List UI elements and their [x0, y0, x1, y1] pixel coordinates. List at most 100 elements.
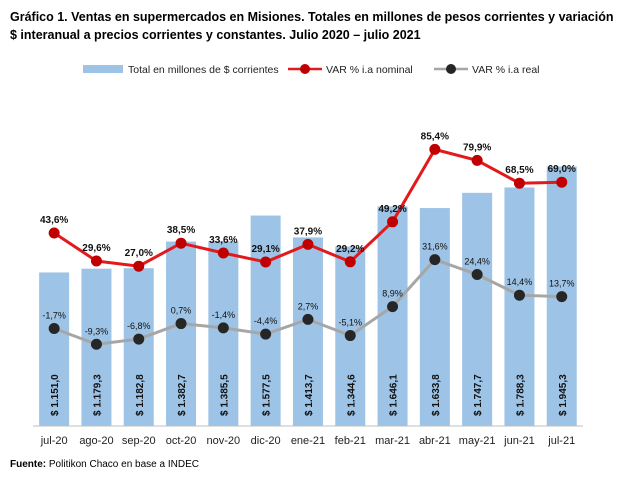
point-nominal-feb-21 [344, 256, 356, 268]
chart-title: Gráfico 1. Ventas en supermercados en Mi… [10, 10, 614, 42]
x-tick-label-jul-21: jul-21 [547, 435, 575, 447]
bar-value-label-feb-21: $ 1.344,6 [346, 374, 357, 416]
point-nominal-ene-21 [302, 238, 314, 250]
bar-value-label-oct-20: $ 1.382,7 [177, 374, 188, 416]
data-label-real-dic-20: -4,4% [254, 316, 278, 326]
point-nominal-dic-20 [260, 256, 272, 268]
point-real-abr-21 [429, 254, 441, 266]
data-label-nominal-jul-20: 43,6% [40, 215, 68, 226]
x-tick-label-may-21: may-21 [459, 435, 496, 447]
legend-marker-nominal [300, 64, 310, 74]
data-label-nominal-may-21: 79,9% [463, 142, 491, 153]
data-label-nominal-nov-20: 33,6% [209, 235, 237, 246]
x-tick-label-nov-20: nov-20 [207, 435, 241, 447]
data-label-nominal-feb-21: 29,2% [336, 244, 364, 255]
data-label-nominal-jun-21: 68,5% [505, 165, 533, 176]
bar-value-label-may-21: $ 1.747,7 [473, 374, 484, 416]
bar-abr-21 [419, 208, 450, 426]
bar-value-label-mar-21: $ 1.646,1 [389, 374, 400, 416]
data-label-real-jun-21: 14,4% [507, 277, 533, 287]
point-real-feb-21 [344, 330, 356, 342]
data-label-real-sep-20: -6,8% [127, 321, 151, 331]
bar-dic-20 [250, 215, 281, 426]
bar-value-label-nov-20: $ 1.385,5 [219, 374, 230, 416]
legend-label-real: VAR % i.a real [472, 64, 540, 76]
bar-value-label-sep-20: $ 1.182,8 [135, 374, 146, 416]
x-tick-label-ago-20: ago-20 [79, 435, 113, 447]
data-label-nominal-oct-20: 38,5% [167, 225, 195, 236]
point-real-jul-21 [556, 291, 568, 303]
data-label-real-abr-21: 31,6% [422, 242, 448, 252]
bar-sep-20 [123, 268, 154, 426]
point-real-oct-20 [175, 318, 187, 330]
x-tick-label-mar-21: mar-21 [375, 435, 410, 447]
data-label-nominal-ene-21: 37,9% [294, 226, 322, 237]
x-tick-label-sep-20: sep-20 [122, 435, 156, 447]
point-nominal-oct-20 [175, 237, 187, 249]
x-tick-label-feb-21: feb-21 [335, 435, 366, 447]
source-text: Politikon Chaco en base a INDEC [48, 459, 199, 470]
point-nominal-may-21 [471, 154, 483, 166]
point-nominal-nov-20 [217, 247, 229, 259]
bar-ene-21 [292, 237, 323, 426]
data-label-nominal-jul-21: 69,0% [548, 164, 576, 175]
point-nominal-jul-20 [48, 227, 60, 239]
data-label-real-oct-20: 0,7% [171, 306, 192, 316]
bar-value-label-jul-21: $ 1.945,3 [558, 374, 569, 416]
data-label-nominal-dic-20: 29,1% [251, 244, 279, 255]
data-label-real-feb-21: -5,1% [338, 318, 362, 328]
bar-jul-20 [39, 272, 70, 426]
data-label-nominal-sep-20: 27,0% [125, 248, 153, 259]
bar-value-label-dic-20: $ 1.577,5 [262, 374, 273, 416]
legend-label-bars: Total en millones de $ corrientes [128, 64, 279, 76]
data-label-real-nov-20: -1,4% [212, 310, 236, 320]
x-tick-label-jul-20: jul-20 [40, 435, 68, 447]
bar-jun-21 [504, 187, 535, 426]
legend-swatch-bars [83, 65, 123, 73]
bar-may-21 [462, 192, 493, 426]
bar-value-label-ago-20: $ 1.179,3 [92, 374, 103, 416]
point-nominal-ago-20 [90, 255, 102, 267]
legend-label-nominal: VAR % i.a nominal [326, 64, 413, 76]
x-tick-label-jun-21: jun-21 [503, 435, 535, 447]
point-real-sep-20 [133, 333, 145, 345]
source-label: Fuente: [10, 459, 47, 470]
point-real-dic-20 [260, 328, 272, 340]
source-note: Fuente: Politikon Chaco en base a INDEC [10, 459, 199, 470]
data-label-real-ene-21: 2,7% [298, 301, 319, 311]
point-real-nov-20 [217, 322, 229, 334]
legend-marker-real [446, 64, 456, 74]
point-real-jun-21 [513, 289, 525, 301]
bar-oct-20 [166, 241, 197, 426]
point-real-jul-20 [48, 323, 60, 335]
bar-value-label-abr-21: $ 1.633,8 [431, 374, 442, 416]
bar-value-label-ene-21: $ 1.413,7 [304, 374, 315, 416]
point-real-may-21 [471, 268, 483, 280]
data-label-real-jul-21: 13,7% [549, 279, 575, 289]
point-nominal-abr-21 [429, 143, 441, 155]
data-label-nominal-abr-21: 85,4% [421, 131, 449, 142]
x-tick-label-dic-20: dic-20 [251, 435, 281, 447]
x-tick-label-ene-21: ene-21 [291, 435, 325, 447]
point-nominal-jul-21 [556, 176, 568, 188]
data-label-nominal-mar-21: 49,2% [378, 204, 406, 215]
bar-nov-20 [208, 241, 239, 426]
bar-value-label-jun-21: $ 1.788,3 [515, 374, 526, 416]
point-nominal-jun-21 [513, 177, 525, 189]
point-real-ene-21 [302, 313, 314, 325]
data-label-nominal-ago-20: 29,6% [82, 243, 110, 254]
point-real-mar-21 [387, 301, 399, 313]
bar-value-label-jul-20: $ 1.151,0 [50, 374, 61, 416]
data-label-real-jul-20: -1,7% [42, 311, 66, 321]
data-label-real-mar-21: 8,9% [382, 289, 403, 299]
x-tick-label-abr-21: abr-21 [419, 435, 451, 447]
x-tick-label-oct-20: oct-20 [166, 435, 197, 447]
point-real-ago-20 [90, 338, 102, 350]
point-nominal-mar-21 [387, 216, 399, 228]
point-nominal-sep-20 [133, 260, 145, 272]
data-label-real-ago-20: -9,3% [85, 326, 109, 336]
bar-mar-21 [377, 206, 408, 426]
data-label-real-may-21: 24,4% [464, 256, 490, 266]
